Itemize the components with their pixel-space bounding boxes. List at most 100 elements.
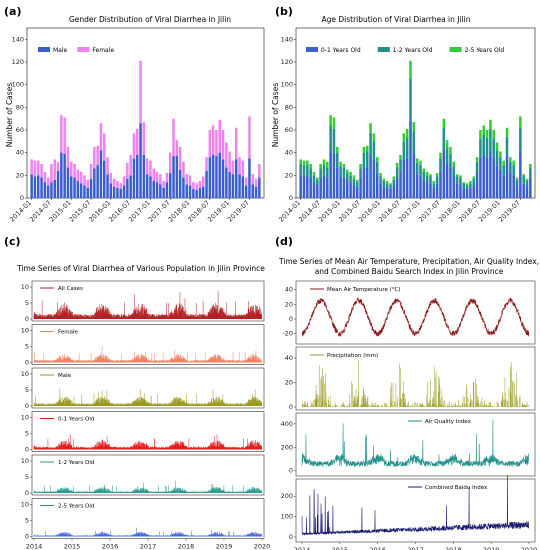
bar-0-1-years-old — [482, 154, 486, 198]
bar-2-5-years-old — [359, 164, 362, 169]
strip-frame — [31, 280, 265, 322]
series-2-5-years-old — [33, 527, 263, 537]
bar-1-2-years-old — [302, 165, 306, 176]
x-tick-label: 2014 — [26, 543, 43, 550]
legend-swatch — [306, 47, 318, 52]
bar-0-1-years-old — [469, 187, 472, 198]
bar-female — [89, 164, 93, 179]
bar-male — [116, 187, 119, 198]
bar-male — [86, 187, 90, 198]
bar-2-5-years-old — [419, 160, 422, 166]
bar-1-2-years-old — [326, 167, 329, 178]
bar-2-5-years-old — [385, 181, 389, 184]
bar-2-5-years-old — [442, 118, 446, 128]
series-1-2-years-old — [33, 480, 263, 493]
bar-female — [43, 171, 47, 183]
bar-2-5-years-old — [339, 161, 342, 167]
bar-2-5-years-old — [519, 116, 522, 128]
bar-0-1-years-old — [375, 173, 379, 198]
bar-0-1-years-old — [402, 159, 406, 198]
bar-2-5-years-old — [392, 176, 396, 180]
bar-0-1-years-old — [509, 173, 512, 198]
y-tick-label: 80 — [16, 103, 24, 111]
bar-male — [168, 173, 172, 198]
bar-1-2-years-old — [339, 166, 342, 177]
bar-2-5-years-old — [462, 182, 466, 184]
bar-female — [139, 60, 142, 124]
bar-male — [119, 188, 123, 198]
bar-male — [43, 182, 47, 198]
x-tick-label: 2017 — [407, 546, 424, 550]
series-mean-air-temperature-c- — [301, 297, 530, 337]
panel-a-title: Gender Distribution of Viral Diarrhea in… — [69, 15, 231, 24]
bar-2-5-years-old — [452, 161, 456, 167]
y-tick-label: 100 — [281, 81, 293, 89]
bar-female — [40, 164, 43, 178]
bar-1-2-years-old — [465, 185, 469, 189]
bar-1-2-years-old — [395, 167, 399, 178]
bar-male — [221, 159, 225, 198]
bar-male — [218, 152, 222, 198]
bar-2-5-years-old — [322, 159, 326, 166]
bar-male — [185, 184, 189, 198]
bar-2-5-years-old — [345, 169, 349, 174]
bar-female — [205, 157, 208, 171]
y-tick-label: 140 — [12, 35, 24, 43]
bar-female — [83, 175, 86, 186]
bar-1-2-years-old — [429, 176, 432, 184]
bar-1-2-years-old — [482, 134, 486, 155]
legend-label: 0-1 Years Old — [321, 47, 361, 54]
bar-male — [122, 185, 126, 198]
series-0-1-years-old — [33, 434, 263, 450]
bar-2-5-years-old — [492, 130, 495, 140]
bar-2-5-years-old — [402, 133, 406, 142]
bar-2-5-years-old — [455, 174, 459, 177]
series-male — [33, 388, 263, 406]
y-tick-label: 10 — [21, 370, 29, 378]
bar-2-5-years-old — [382, 178, 386, 181]
bar-male — [231, 174, 235, 198]
y-tick-label: 5 — [25, 430, 29, 438]
bar-female — [208, 130, 212, 158]
legend-label: Male — [58, 373, 72, 379]
bar-0-1-years-old — [452, 176, 456, 198]
bar-0-1-years-old — [419, 175, 422, 198]
bar-2-5-years-old — [332, 117, 336, 129]
y-tick-label: 0 — [25, 446, 29, 454]
y-tick-label: 400 — [281, 420, 293, 428]
bar-2-5-years-old — [379, 173, 382, 177]
bar-male — [142, 154, 146, 198]
bar-1-2-years-old — [445, 148, 449, 164]
y-tick-label: 60 — [16, 126, 24, 134]
bar-1-2-years-old — [472, 178, 476, 186]
bar-female — [135, 128, 139, 155]
legend-label: 2-5 Years Old — [465, 47, 505, 54]
bar-2-5-years-old — [372, 133, 376, 142]
bar-0-1-years-old — [495, 165, 499, 198]
bar-1-2-years-old — [412, 131, 416, 154]
bar-0-1-years-old — [445, 164, 449, 198]
bar-0-1-years-old — [525, 186, 529, 198]
y-tick-label: 60 — [285, 126, 293, 134]
x-tick-label: 2017 — [140, 543, 157, 550]
bar-1-2-years-old — [362, 152, 366, 168]
bar-2-5-years-old — [505, 127, 509, 137]
bar-1-2-years-old — [415, 162, 419, 175]
bar-2-5-years-old — [355, 179, 359, 183]
bar-male — [33, 176, 37, 198]
bar-female — [76, 169, 80, 181]
bar-0-1-years-old — [336, 167, 339, 198]
bar-male — [69, 176, 73, 198]
bar-male — [251, 184, 255, 198]
bar-1-2-years-old — [355, 182, 359, 187]
bar-2-5-years-old — [425, 171, 429, 176]
bar-2-5-years-old — [445, 140, 449, 149]
bar-male — [30, 174, 33, 198]
panel-d-label: (d) — [275, 235, 293, 248]
panel-b-ylabel: Number of Cases — [271, 83, 280, 147]
legend-label: Combined Baidu Index — [425, 485, 488, 491]
bar-2-5-years-old — [395, 162, 399, 168]
bar-0-1-years-old — [505, 156, 509, 198]
bar-1-2-years-old — [499, 157, 502, 170]
bar-female — [254, 178, 258, 187]
